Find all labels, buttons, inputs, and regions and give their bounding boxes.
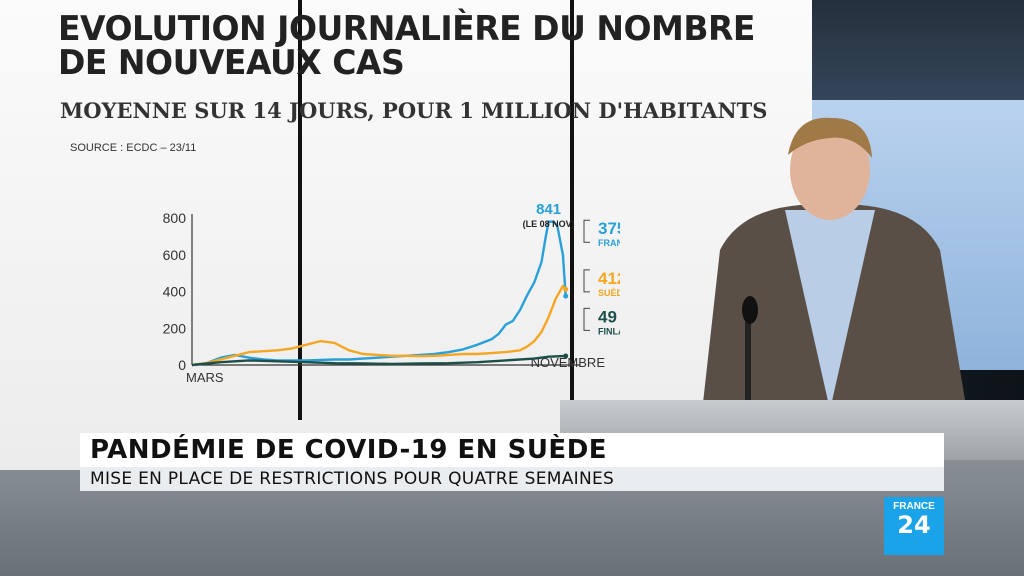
logo-text: FRANCE — [893, 501, 935, 512]
series-end-point-suede — [563, 286, 569, 292]
microphone-icon — [742, 296, 758, 324]
chart-title: EVOLUTION JOURNALIÈRE DU NOMBRE DE NOUVE… — [58, 9, 755, 83]
video-wall: EVOLUTION JOURNALIÈRE DU NOMBRE DE NOUVE… — [0, 0, 812, 470]
presenter — [700, 117, 970, 430]
series-line-suede — [191, 284, 567, 367]
y-tick-label: 0 — [178, 357, 186, 373]
label-bracket — [583, 219, 590, 243]
logo-number: 24 — [897, 511, 931, 539]
y-tick-label: 800 — [163, 210, 187, 226]
subline-text: MISE EN PLACE DE RESTRICTIONS POUR QUATR… — [90, 469, 615, 489]
peak-value-label: 841 — [536, 201, 561, 218]
channel-logo: FRANCE 24 — [884, 497, 944, 555]
label-bracket — [583, 307, 590, 331]
x-tick-label: NOVEMBRE — [531, 355, 606, 370]
series-line-france — [191, 220, 567, 367]
peak-date-label: (LE 08 NOV) — [523, 219, 575, 229]
chart-source: SOURCE : ECDC – 23/11 — [70, 142, 197, 154]
series-name-france: FRANCE — [598, 238, 620, 248]
y-tick-label: 600 — [163, 247, 187, 263]
y-tick-label: 400 — [163, 284, 187, 300]
screen-bezel — [298, 0, 302, 420]
studio-ceiling — [812, 0, 1024, 100]
line-chart: 0 200 400 600 800 MARS NOVEMBRE 841(LE 08 NOV)… — [163, 201, 620, 385]
series-end-value-finlande: 49 — [598, 307, 617, 326]
chart-series — [191, 220, 569, 367]
screen-bezel — [570, 0, 574, 420]
chart-labels: 841(LE 08 NOV) 375FRANCE 412SUÈDE 49FINLAND… — [523, 201, 620, 336]
chart-subtitle: MOYENNE SUR 14 JOURS, POUR 1 MILLION D'H… — [60, 98, 768, 123]
y-tick-label: 200 — [163, 320, 187, 336]
microphone-stand — [745, 310, 751, 420]
series-end-point-france — [563, 293, 569, 299]
lower-third: PANDÉMIE DE COVID-19 EN SUÈDE MISE EN PL… — [80, 433, 944, 491]
series-line-finlande — [191, 354, 566, 367]
series-end-point-finlande — [563, 353, 569, 359]
subline-bar: MISE EN PLACE DE RESTRICTIONS POUR QUATR… — [80, 467, 944, 491]
shirt — [785, 210, 875, 410]
face — [790, 120, 870, 220]
label-bracket — [583, 269, 590, 293]
series-name-finlande: FINLANDE — [598, 326, 620, 336]
headline-text: PANDÉMIE DE COVID-19 EN SUÈDE — [90, 435, 608, 465]
x-tick-label: MARS — [186, 370, 224, 385]
headline-bar: PANDÉMIE DE COVID-19 EN SUÈDE — [80, 433, 944, 467]
hair — [788, 117, 872, 158]
series-name-suede: SUÈDE — [598, 288, 620, 298]
series-end-value-suede: 412 — [598, 269, 620, 288]
series-end-value-france: 375 — [598, 219, 620, 238]
